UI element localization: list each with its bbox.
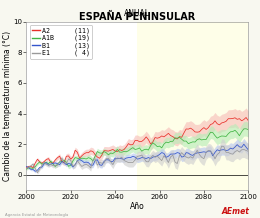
Title: ESPAÑA PENINSULAR: ESPAÑA PENINSULAR xyxy=(79,12,196,22)
Text: ANUAL: ANUAL xyxy=(124,9,150,18)
Y-axis label: Cambio de la temperatura mínima (°C): Cambio de la temperatura mínima (°C) xyxy=(3,31,12,181)
Text: Agencia Estatal de Meteorología: Agencia Estatal de Meteorología xyxy=(5,213,69,217)
Bar xyxy=(137,22,248,190)
Text: AEmet: AEmet xyxy=(222,207,250,216)
X-axis label: Año: Año xyxy=(130,202,145,211)
Legend: A2      (11), A1B     (19), B1      (13), E1      ( 4): A2 (11), A1B (19), B1 (13), E1 ( 4) xyxy=(30,25,92,59)
